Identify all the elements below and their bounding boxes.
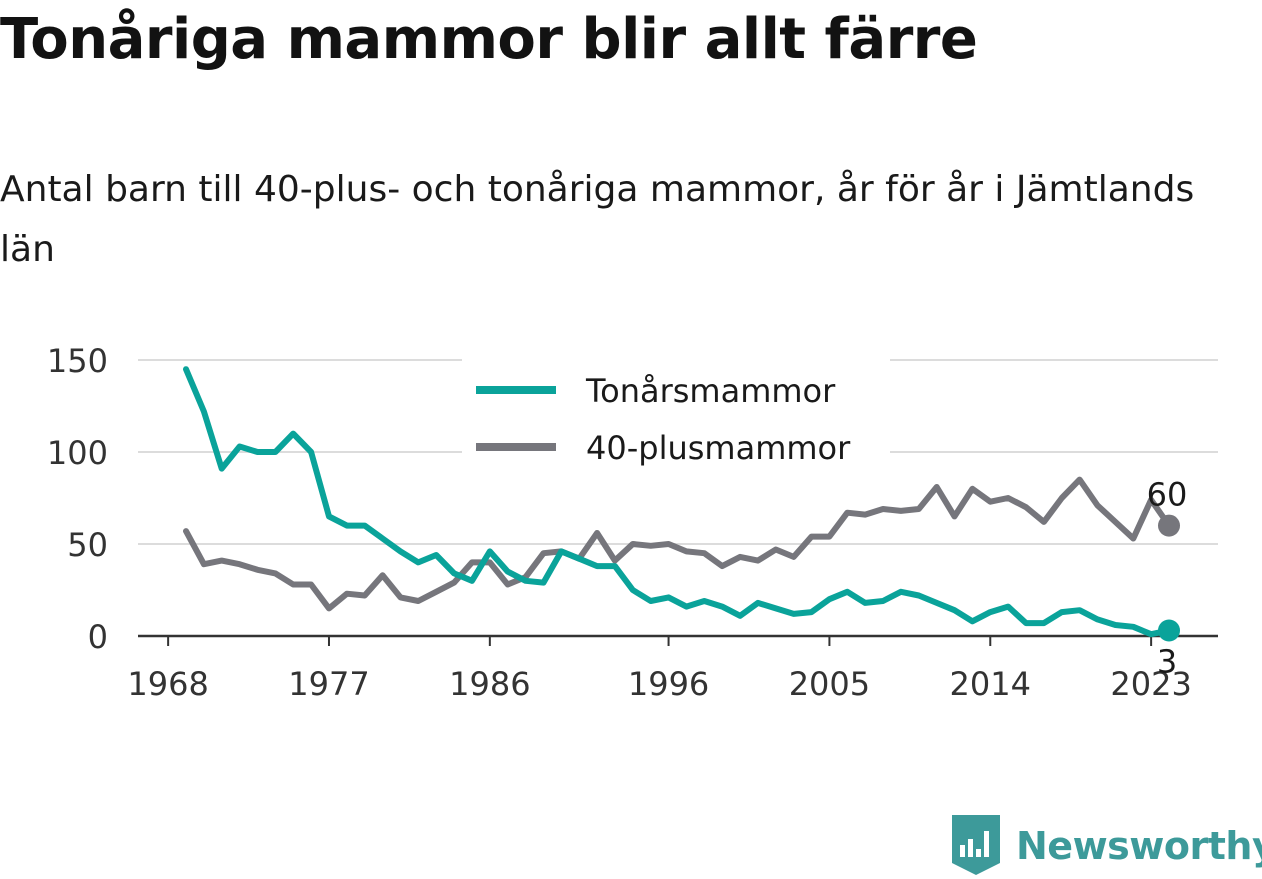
series-line [183,476,1172,612]
line-chart: 0 50 100 150 1968 1977 1986 1996 2005 2014 2023 T… [47,342,1218,703]
series-line [183,366,1172,638]
x-tick-label: 1968 [127,665,208,703]
brand-name: Newsworthy [1016,824,1262,868]
series-lines [183,366,1180,642]
end-labels: 60 3 [1147,476,1188,681]
legend: Tonårsmammor 40-plusmammor [462,358,890,470]
x-axis-tick-labels: 1968 1977 1986 1996 2005 2014 2023 [127,636,1192,703]
bar-chart-badge-icon [952,815,1000,875]
series-end-point [1158,514,1180,537]
x-tick-label: 2014 [950,665,1031,703]
chart-title: Tonåriga mammor blir allt färre [0,7,978,72]
chart-subtitle: Antal barn till 40-plus- och tonåriga ma… [0,169,1195,270]
y-tick-label: 150 [47,342,108,380]
end-value-label: 60 [1147,476,1188,514]
x-tick-label: 2005 [789,665,870,703]
x-tick-label: 1996 [628,665,709,703]
series-end-point [1158,619,1180,642]
legend-label: Tonårsmammor [585,372,836,410]
y-axis-tick-labels: 0 50 100 150 [47,342,108,656]
y-tick-label: 100 [47,434,108,472]
x-tick-label: 1977 [288,665,369,703]
end-value-label: 3 [1157,642,1177,680]
y-tick-label: 0 [88,618,108,656]
brand-logo: Newsworthy [952,814,1262,878]
x-tick-label: 2023 [1110,665,1191,703]
y-tick-label: 50 [67,526,108,564]
x-tick-label: 1986 [449,665,530,703]
legend-label: 40-plusmammor [586,429,851,467]
legend-background [462,358,890,470]
